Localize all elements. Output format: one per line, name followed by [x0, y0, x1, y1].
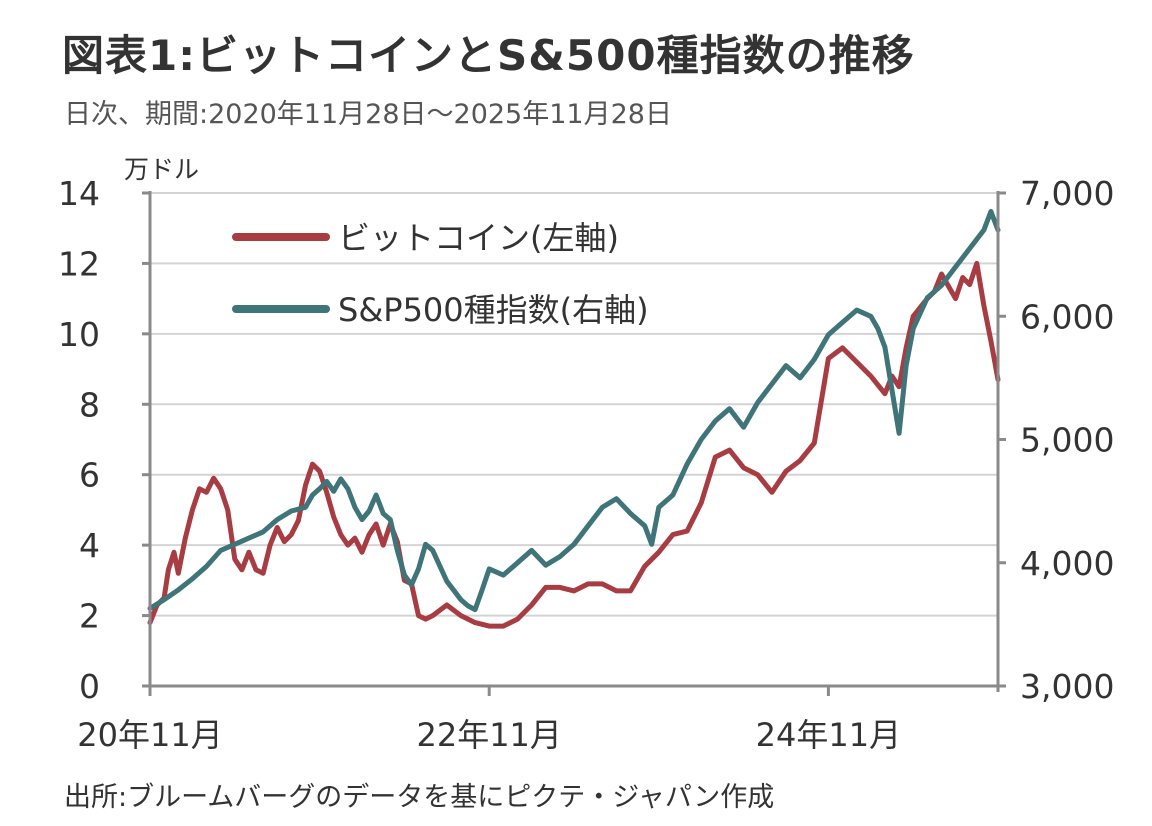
- legend-label-bitcoin: ビットコイン(左軸): [338, 219, 619, 257]
- left-tick-label: 0: [79, 667, 100, 706]
- right-tick-label: 7,000: [1020, 174, 1114, 213]
- chart-title: 図表1:ビットコインとS&500種指数の推移: [62, 31, 915, 80]
- right-tick-label: 6,000: [1020, 297, 1114, 336]
- right-tick-label: 5,000: [1020, 421, 1114, 460]
- sp500-line: [147, 209, 1001, 613]
- left-tick-label: 14: [58, 174, 100, 213]
- left-tick-label: 2: [79, 597, 100, 636]
- right-axis-ticks: 3,000 4,000 5,000 6,000 7,000: [998, 174, 1114, 706]
- source-note: 出所:ブルームバーグのデータを基にピクテ・ジャパン作成: [64, 782, 775, 813]
- legend-label-sp500: S&P500種指数(右軸): [338, 291, 649, 329]
- series-layer: [147, 209, 1001, 629]
- x-tick-label: 20年11月: [77, 716, 222, 754]
- left-tick-label: 8: [79, 385, 100, 424]
- right-tick-label: 4,000: [1020, 544, 1114, 583]
- left-tick-label: 6: [79, 456, 100, 495]
- grid-lines: [150, 192, 998, 617]
- x-axis-ticks: 20年11月 22年11月 24年11月: [77, 686, 901, 754]
- chart-subtitle: 日次、期間:2020年11月28日～2025年11月28日: [64, 99, 672, 130]
- left-tick-label: 12: [58, 244, 100, 283]
- right-tick-label: 3,000: [1020, 667, 1114, 706]
- bitcoin-line: [147, 260, 1001, 629]
- x-tick-label: 22年11月: [416, 716, 561, 754]
- left-tick-label: 4: [79, 526, 100, 565]
- left-axis-unit-label: 万ドル: [124, 155, 199, 184]
- x-tick-label: 24年11月: [756, 716, 901, 754]
- left-tick-label: 10: [58, 315, 100, 354]
- legend: ビットコイン(左軸) S&P500種指数(右軸): [232, 219, 649, 329]
- axes: [144, 191, 1004, 692]
- left-axis-ticks: 0 2 4 6 8 10 12 14: [58, 174, 150, 706]
